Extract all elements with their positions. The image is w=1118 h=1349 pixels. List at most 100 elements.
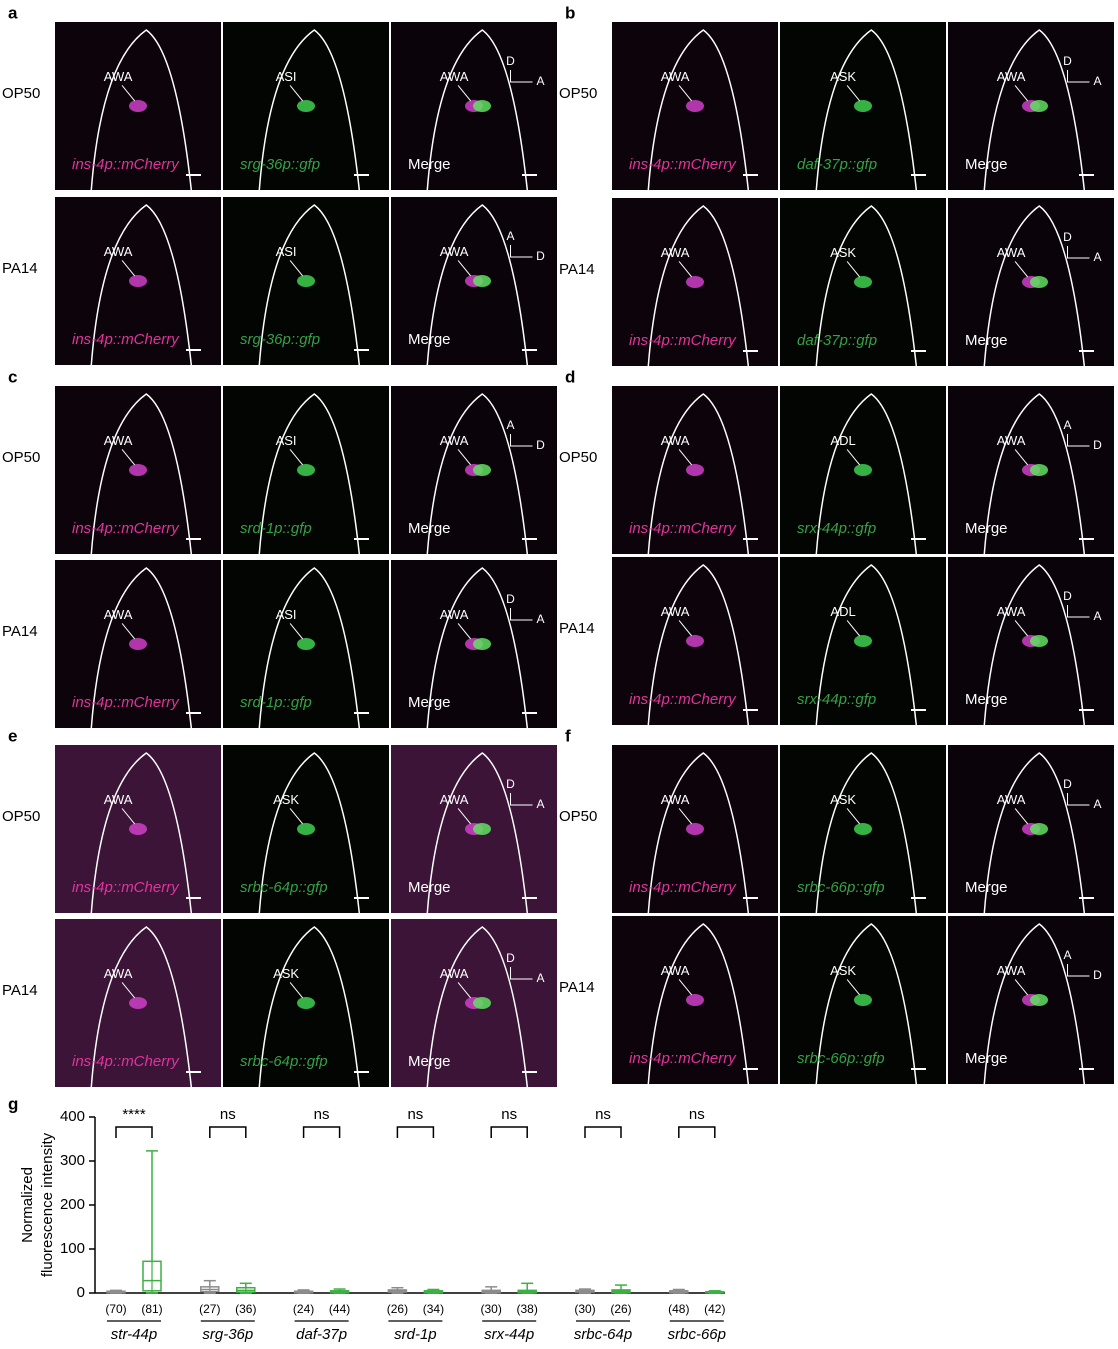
row-label: OP50 (559, 449, 597, 466)
orientation-letter: D (506, 777, 515, 791)
image-caption: ins-4p::mCherry (629, 879, 737, 896)
orientation-letter: A (1064, 948, 1072, 962)
image-caption: ins-4p::mCherry (72, 1053, 180, 1070)
row-label: PA14 (559, 261, 595, 278)
image-caption: Merge (965, 520, 1008, 537)
row-label: PA14 (2, 260, 38, 277)
neuron-label: AWA (997, 245, 1026, 260)
micrograph: ASKsrbc-64p::gfp (223, 745, 389, 913)
panel-label: e (8, 726, 17, 745)
y-axis-label: fluorescence intensity (39, 1132, 56, 1277)
panel-label: f (565, 726, 571, 745)
neuron-label: AWA (440, 244, 469, 259)
orientation-letter: D (1063, 777, 1072, 791)
row-label: OP50 (2, 449, 40, 466)
orientation-letter: D (506, 951, 515, 965)
n-label: (34) (423, 1302, 444, 1316)
n-label: (24) (293, 1302, 314, 1316)
neuron-label: AWA (661, 604, 690, 619)
neuron-label: AWA (440, 966, 469, 981)
orientation-letter: A (537, 971, 545, 985)
row-label: OP50 (559, 808, 597, 825)
image-caption: ins-4p::mCherry (629, 520, 737, 537)
significance-label: ns (314, 1106, 330, 1123)
micrograph: AWAins-4p::mCherry (612, 386, 778, 554)
significance-bracket (397, 1127, 433, 1138)
significance-bracket (585, 1127, 621, 1138)
neuron-signal (686, 100, 704, 112)
micrograph: AWAins-4p::mCherry (55, 22, 221, 190)
y-tick-label: 100 (60, 1240, 85, 1257)
neuron-signal (1030, 994, 1048, 1006)
panel-label: a (8, 3, 18, 22)
image-caption: Merge (408, 156, 451, 173)
micrograph: AWAins-4p::mCherry (612, 745, 778, 913)
n-label: (48) (668, 1302, 689, 1316)
n-label: (30) (481, 1302, 502, 1316)
orientation-letter: A (1094, 609, 1102, 623)
neuron-label: ASK (830, 245, 856, 260)
image-caption: Merge (965, 332, 1008, 349)
image-caption: Merge (408, 1053, 451, 1070)
neuron-label: ASI (276, 244, 297, 259)
micrograph: ASIsrd-1p::gfp (223, 560, 389, 728)
panel-label: d (565, 367, 575, 386)
micrograph: ASIsrg-36p::gfp (223, 197, 389, 365)
neuron-signal (473, 997, 491, 1009)
neuron-label: AWA (104, 244, 133, 259)
neuron-signal (297, 464, 315, 476)
orientation-letter: D (1063, 230, 1072, 244)
orientation-letter: D (506, 54, 515, 68)
panel-label: c (8, 367, 17, 386)
y-tick-label: 400 (60, 1108, 85, 1125)
image-caption: srx-44p::gfp (797, 520, 876, 537)
y-tick-label: 200 (60, 1196, 85, 1213)
neuron-label: AWA (104, 792, 133, 807)
x-tick-label: srx-44p (484, 1326, 534, 1343)
n-label: (36) (235, 1302, 256, 1316)
figure: aOP50AWAins-4p::mCherryASIsrg-36p::gfpAW… (0, 0, 1118, 1349)
orientation-letter: A (507, 418, 515, 432)
micrograph: ADLsrx-44p::gfp (780, 386, 946, 554)
significance-label: ns (501, 1106, 517, 1123)
micrograph: AWA D A Merge (391, 919, 557, 1087)
image-caption: srd-1p::gfp (240, 694, 312, 711)
neuron-signal (686, 464, 704, 476)
neuron-label: ADL (830, 433, 855, 448)
orientation-letter: D (536, 249, 545, 263)
micrograph: ASKdaf-37p::gfp (780, 198, 946, 366)
image-caption: Merge (965, 156, 1008, 173)
image-caption: Merge (965, 1050, 1008, 1067)
micrograph: AWAADMerge (948, 916, 1114, 1084)
neuron-signal (129, 464, 147, 476)
row-label: PA14 (2, 982, 38, 999)
n-label: (44) (329, 1302, 350, 1316)
significance-label: ns (595, 1106, 611, 1123)
x-tick-label: daf-37p (296, 1326, 347, 1343)
neuron-label: AWA (104, 69, 133, 84)
image-caption: Merge (408, 879, 451, 896)
neuron-label: AWA (997, 433, 1026, 448)
neuron-label: ASK (273, 966, 299, 981)
neuron-signal (297, 638, 315, 650)
micrograph: ASIsrg-36p::gfp (223, 22, 389, 190)
x-tick-label: srbc-64p (574, 1326, 632, 1343)
box (143, 1261, 161, 1290)
neuron-label: ASK (830, 792, 856, 807)
image-caption: daf-37p::gfp (797, 156, 877, 173)
image-caption: daf-37p::gfp (797, 332, 877, 349)
neuron-signal (854, 464, 872, 476)
micrograph: AWADAMerge (391, 22, 557, 190)
n-label: (26) (610, 1302, 631, 1316)
neuron-label: AWA (440, 607, 469, 622)
image-caption: Merge (408, 331, 451, 348)
neuron-signal (686, 823, 704, 835)
orientation-letter: D (1093, 968, 1102, 982)
orientation-letter: D (1063, 54, 1072, 68)
